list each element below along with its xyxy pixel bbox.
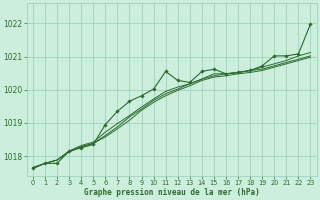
X-axis label: Graphe pression niveau de la mer (hPa): Graphe pression niveau de la mer (hPa) <box>84 188 260 197</box>
